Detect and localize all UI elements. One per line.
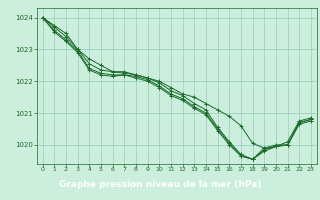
Text: Graphe pression niveau de la mer (hPa): Graphe pression niveau de la mer (hPa) xyxy=(59,180,261,189)
